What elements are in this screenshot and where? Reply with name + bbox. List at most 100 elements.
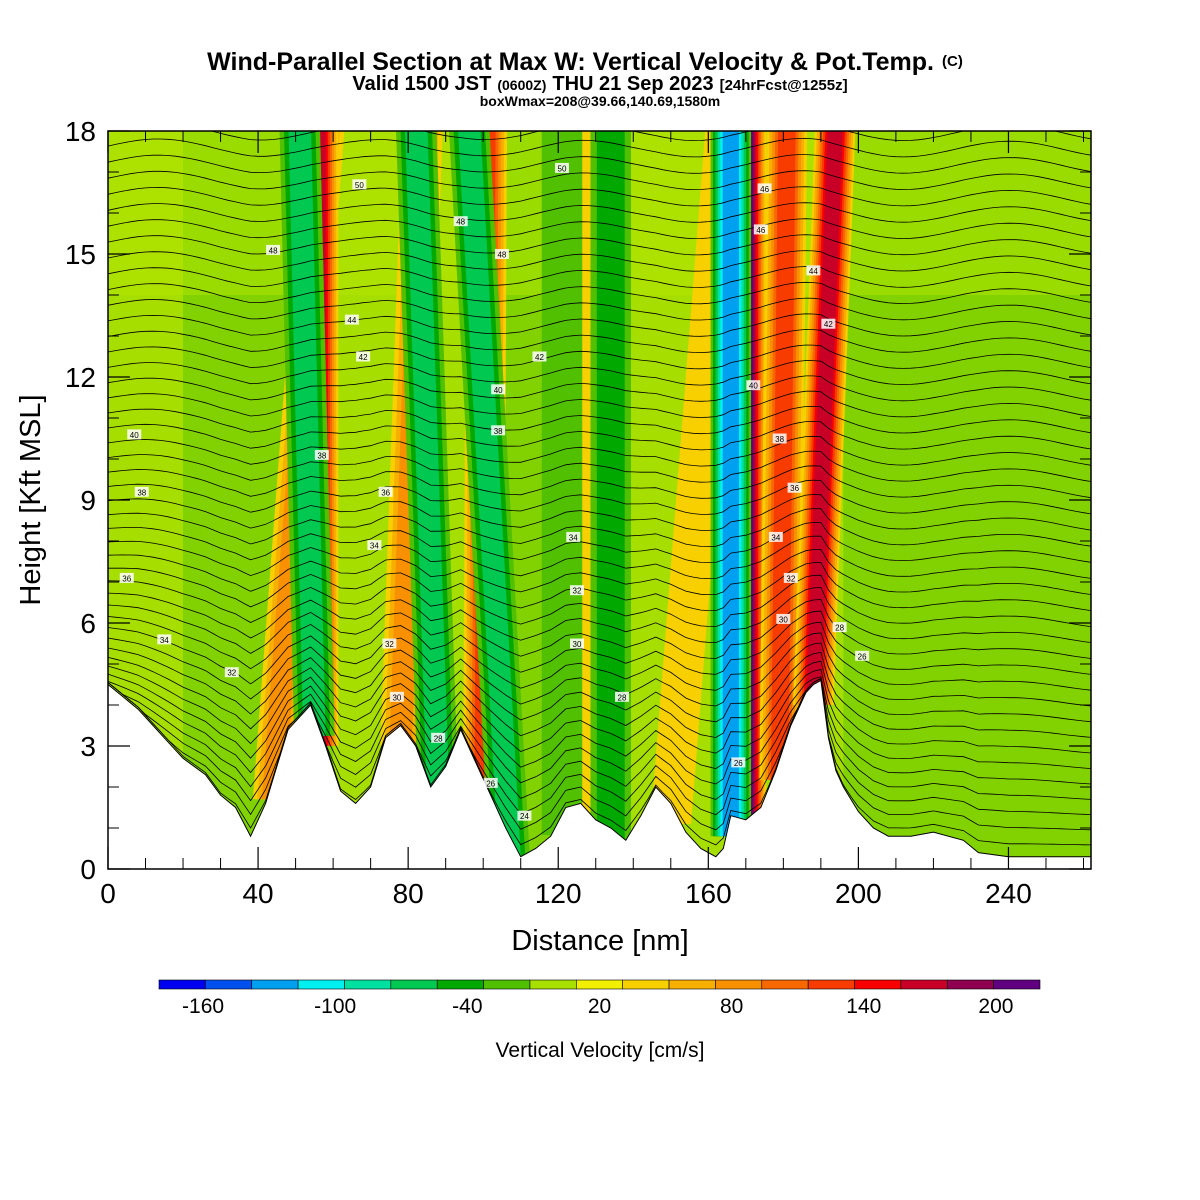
- theta-label-text: 40: [130, 431, 139, 440]
- theta-label: 28: [615, 691, 630, 702]
- theta-label: 42: [821, 318, 836, 329]
- theta-label: 50: [554, 162, 569, 173]
- theta-line: [108, 549, 1091, 595]
- theta-label-text: 28: [434, 734, 443, 743]
- theta-line: [108, 186, 1091, 207]
- theta-label: 28: [832, 622, 847, 633]
- colorbar-swatch: [668, 979, 716, 990]
- theta-label-text: 26: [486, 779, 495, 788]
- theta-label-text: 26: [734, 759, 743, 768]
- theta-label: 48: [453, 216, 468, 227]
- theta-line: [108, 668, 1091, 770]
- theta-label-bg: [768, 531, 783, 542]
- colorbar-swatch: [715, 979, 763, 990]
- theta-line: [108, 479, 1091, 515]
- y-tick-label: 12: [65, 362, 96, 393]
- theta-label: 38: [134, 486, 149, 497]
- velocity-field: [108, 131, 1091, 869]
- x-tick-label: 40: [242, 878, 273, 909]
- theta-label: 46: [757, 183, 772, 194]
- theta-label: 42: [532, 351, 547, 362]
- y-tick-label: 9: [80, 485, 96, 516]
- theta-label-bg: [119, 572, 134, 583]
- colorbar-tick-label: 80: [720, 995, 743, 1018]
- theta-label-text: 46: [756, 226, 765, 235]
- theta-label: 32: [382, 638, 397, 649]
- theta-line: [108, 154, 1091, 174]
- theta-label-text: 26: [858, 652, 867, 661]
- theta-line: [108, 621, 1091, 691]
- chart-title: Wind-Parallel Section at Max W: Vertical…: [207, 48, 963, 76]
- theta-line: [108, 420, 1091, 451]
- theta-label: 32: [783, 572, 798, 583]
- colorbar-ticks: -160 -100 -40 20 80 140 200: [182, 995, 1013, 1018]
- theta-label-text: 46: [760, 185, 769, 194]
- theta-label: 38: [314, 449, 329, 460]
- theta-label: 36: [119, 572, 134, 583]
- theta-label-text: 24: [520, 812, 529, 821]
- theta-label-bg: [494, 249, 509, 259]
- theta-line: [108, 677, 1091, 800]
- theta-label-text: 34: [160, 636, 169, 645]
- theta-line: [108, 281, 1091, 305]
- theta-label: 46: [753, 224, 768, 235]
- theta-line: [108, 508, 1091, 547]
- theta-label-text: 34: [569, 533, 578, 542]
- theta-label-bg: [731, 757, 746, 768]
- colorbar-swatch: [483, 979, 531, 990]
- theta-label-text: 50: [558, 164, 567, 173]
- theta-label-text: 44: [809, 267, 818, 276]
- theta-label-text: 48: [269, 246, 278, 255]
- theta-label-bg: [378, 486, 393, 497]
- theta-label-text: 38: [137, 488, 146, 497]
- theta-label-bg: [491, 384, 506, 395]
- theta-label: 30: [569, 638, 584, 649]
- theta-line: [108, 390, 1091, 418]
- theta-line: [108, 562, 1091, 612]
- theta-label: 34: [367, 540, 382, 551]
- theta-label-text: 34: [771, 533, 780, 542]
- theta-label-text: 32: [786, 574, 795, 583]
- theta-line: [108, 250, 1091, 272]
- theta-label-text: 50: [355, 181, 364, 190]
- theta-line: [108, 405, 1091, 435]
- theta-line: [108, 677, 1091, 846]
- theta-label-text: 44: [347, 316, 356, 325]
- theta-label-bg: [157, 634, 172, 645]
- theta-label-bg: [344, 314, 359, 325]
- theta-label-text: 38: [494, 427, 503, 436]
- theta-line: [108, 170, 1091, 191]
- theta-label-text: 42: [359, 353, 368, 362]
- theta-label: 30: [776, 613, 791, 624]
- theta-label: 38: [491, 425, 506, 436]
- colorbar-swatch: [205, 979, 253, 990]
- theta-line: [108, 218, 1091, 240]
- theta-label-bg: [776, 613, 791, 624]
- theta-label-bg: [753, 224, 768, 235]
- colorbar-tick-label: 20: [588, 995, 611, 1018]
- theta-line: [108, 522, 1091, 563]
- colorbar-swatch: [390, 979, 438, 990]
- theta-line: [108, 660, 1091, 754]
- colorbar-swatch: [297, 979, 345, 990]
- theta-label-bg: [806, 265, 821, 276]
- theta-label-bg: [127, 429, 142, 440]
- theta-label-bg: [356, 351, 371, 362]
- theta-label-bg: [566, 531, 581, 542]
- colorbar-tick-label: 200: [978, 995, 1013, 1018]
- updraft-band: [805, 131, 843, 705]
- colorbar-swatch: [622, 979, 670, 990]
- theta-label: 36: [378, 486, 393, 497]
- theta-label-bg: [783, 572, 798, 583]
- theta-label-bg: [569, 585, 584, 596]
- y-axis-label: Height [Kft MSL]: [15, 394, 47, 605]
- colorbar-tick-label: -160: [182, 995, 224, 1018]
- theta-label: 44: [344, 314, 359, 325]
- theta-label-bg: [314, 449, 329, 460]
- theta-label-bg: [389, 691, 404, 702]
- colorbar-swatch: [946, 979, 994, 990]
- theta-label: 50: [352, 179, 367, 190]
- theta-label-bg: [382, 638, 397, 649]
- downdraft-band: [405, 131, 450, 798]
